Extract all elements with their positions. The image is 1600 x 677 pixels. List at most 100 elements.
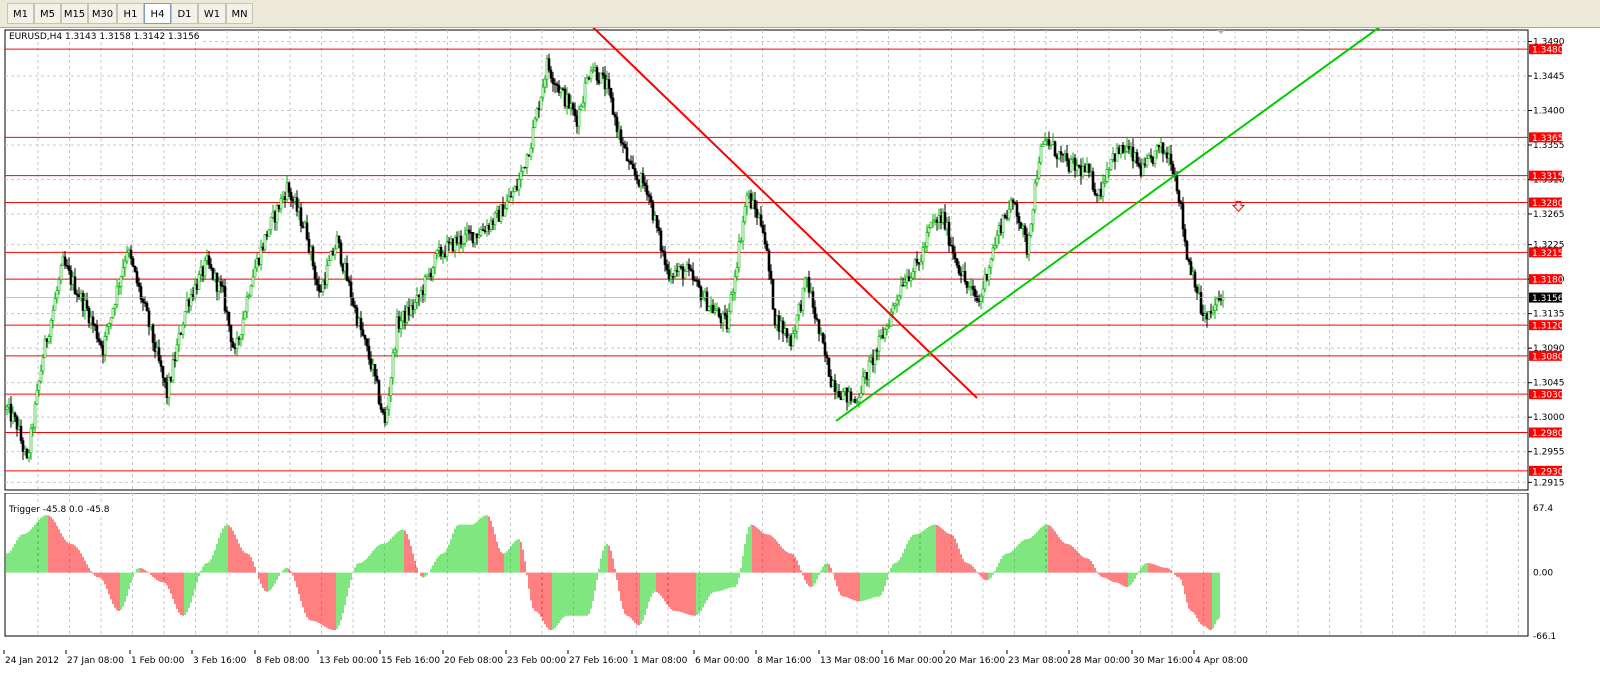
candle-body — [649, 196, 653, 203]
candle-body — [191, 294, 195, 298]
candle-body — [667, 269, 671, 279]
level-tag-label: 1.3180 — [1532, 276, 1564, 286]
candle-body — [1167, 153, 1171, 159]
timeframe-button-h1[interactable]: H1 — [117, 3, 144, 24]
candle-body — [1077, 165, 1081, 167]
level-tag-13080 — [1529, 350, 1562, 361]
time-tick-label: 8 Mar 16:00 — [757, 656, 812, 666]
timeframe-button-m5[interactable]: M5 — [34, 3, 61, 24]
candle-body — [395, 316, 399, 351]
candle-body — [423, 276, 427, 295]
candle-body — [613, 114, 617, 118]
price-tick-label: 1.3135 — [1533, 310, 1565, 320]
candle-body — [891, 305, 895, 313]
candle-body — [947, 221, 951, 246]
candle-body — [207, 255, 211, 265]
candle-body — [7, 403, 11, 408]
candle-body — [889, 311, 893, 327]
candle-body — [1081, 165, 1085, 177]
candle-body — [1171, 163, 1175, 175]
candle-body — [185, 299, 189, 312]
candle-body — [1105, 169, 1109, 183]
timeframe-button-m30[interactable]: M30 — [88, 3, 117, 24]
candle-body — [15, 416, 19, 430]
level-tag-13120 — [1529, 320, 1562, 331]
time-tick-label: 23 Feb 00:00 — [507, 656, 566, 666]
candle-body — [431, 267, 435, 278]
candle-body — [1097, 189, 1101, 196]
candle-body — [1123, 151, 1127, 153]
candle-body — [1087, 164, 1091, 173]
candle-body — [425, 274, 429, 278]
candle-body — [877, 336, 881, 352]
timeframe-button-w1[interactable]: W1 — [198, 3, 226, 24]
candle-body — [1193, 271, 1197, 288]
candle-body — [177, 333, 181, 346]
candle-body — [1147, 155, 1151, 159]
candle-body — [361, 329, 365, 336]
candle-body — [861, 376, 865, 394]
candle-body — [1161, 142, 1165, 154]
time-tick-label: 1 Mar 08:00 — [633, 656, 688, 666]
timeframe-button-mn[interactable]: MN — [226, 3, 253, 24]
candle-body — [1051, 141, 1055, 145]
candle-body — [995, 234, 999, 246]
timeframe-button-m1[interactable]: M1 — [7, 3, 34, 24]
candle-body — [713, 310, 717, 313]
chart-shift-marker-icon — [1217, 30, 1225, 34]
candle-body — [253, 267, 257, 278]
candle-body — [57, 279, 61, 291]
candle-body — [1009, 199, 1013, 210]
candle-body — [815, 317, 819, 320]
timeframe-button-h4[interactable]: H4 — [144, 3, 171, 24]
level-tag-label: 1.3280 — [1532, 199, 1564, 209]
trigger-indicator-chart[interactable]: 67.4 0.00 -66.1 — [0, 493, 1600, 650]
candle-body — [519, 171, 523, 180]
candle-body — [903, 282, 907, 286]
price-chart[interactable]: 1.34901.34451.34001.33551.33101.32651.32… — [0, 28, 1600, 493]
candle-body — [381, 409, 385, 413]
candle-body — [147, 310, 151, 328]
candle-body — [1089, 171, 1093, 173]
candle-body — [957, 265, 961, 274]
candle-body — [461, 242, 465, 245]
candle-body — [1035, 177, 1039, 184]
candle-body — [239, 334, 243, 339]
candle-body — [373, 364, 377, 377]
level-tag-12980 — [1529, 427, 1562, 438]
candle-body — [599, 72, 603, 84]
candle-body — [793, 330, 797, 334]
level-tag-label: 1.3030 — [1532, 391, 1564, 401]
candle-body — [577, 108, 581, 127]
candle-body — [43, 338, 47, 359]
candle-body — [289, 191, 293, 200]
candle-body — [543, 78, 547, 88]
timeframe-button-d1[interactable]: D1 — [171, 3, 198, 24]
candle-body — [21, 440, 25, 452]
time-tick-label: 1 Feb 00:00 — [131, 656, 185, 666]
candle-body — [173, 359, 177, 361]
candle-body — [479, 229, 483, 236]
candle-body — [367, 345, 371, 360]
candle-body — [79, 292, 83, 299]
sell-arrow-icon — [1231, 200, 1246, 213]
candle-body — [925, 232, 929, 247]
candle-body — [817, 319, 821, 334]
candle-body — [181, 324, 185, 335]
candle-body — [503, 208, 507, 217]
level-tag-12930 — [1529, 465, 1562, 476]
candle-body — [347, 280, 351, 283]
candle-body — [111, 308, 115, 318]
candle-body — [551, 77, 555, 84]
candle-body — [541, 86, 545, 98]
candle-body — [1153, 150, 1157, 164]
candle-body — [601, 72, 605, 76]
candle-body — [1011, 199, 1015, 203]
candle-body — [517, 179, 521, 191]
candle-body — [855, 401, 859, 404]
timeframe-button-m15[interactable]: M15 — [61, 3, 88, 24]
candle-body — [391, 352, 395, 379]
candle-body — [75, 293, 79, 296]
candle-body — [943, 212, 947, 230]
candle-body — [1177, 190, 1181, 203]
